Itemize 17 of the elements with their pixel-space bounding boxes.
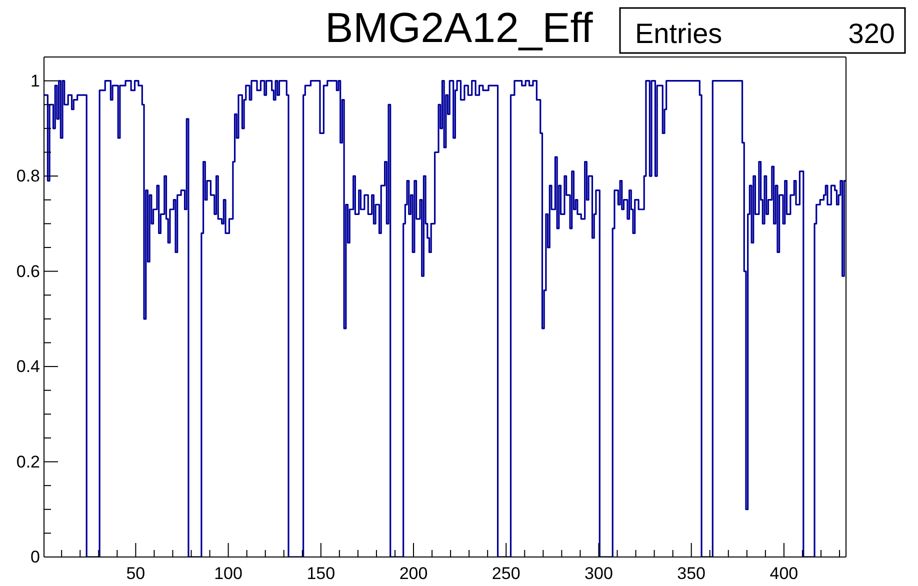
text: 320 (848, 18, 895, 49)
x-tick-label: 300 (584, 564, 613, 583)
x-tick-label: 350 (677, 564, 706, 583)
y-tick-label: 0.2 (16, 452, 40, 472)
chart-title: BMG2A12_Eff (325, 4, 593, 51)
y-tick-label: 1 (30, 71, 40, 90)
text: Entries (635, 18, 722, 49)
y-tick-label: 0.6 (16, 262, 40, 281)
x-tick-label: 150 (306, 564, 336, 583)
x-tick-label: 400 (770, 564, 798, 583)
x-tick-label: 250 (492, 564, 520, 583)
y-tick-label: 0 (30, 548, 40, 566)
x-tick-label: 200 (399, 564, 428, 583)
y-tick-label: 0.4 (16, 357, 40, 376)
x-tick-label: 100 (214, 564, 242, 583)
x-tick-label: 50 (126, 564, 146, 583)
y-tick-label: 0.8 (16, 166, 40, 186)
